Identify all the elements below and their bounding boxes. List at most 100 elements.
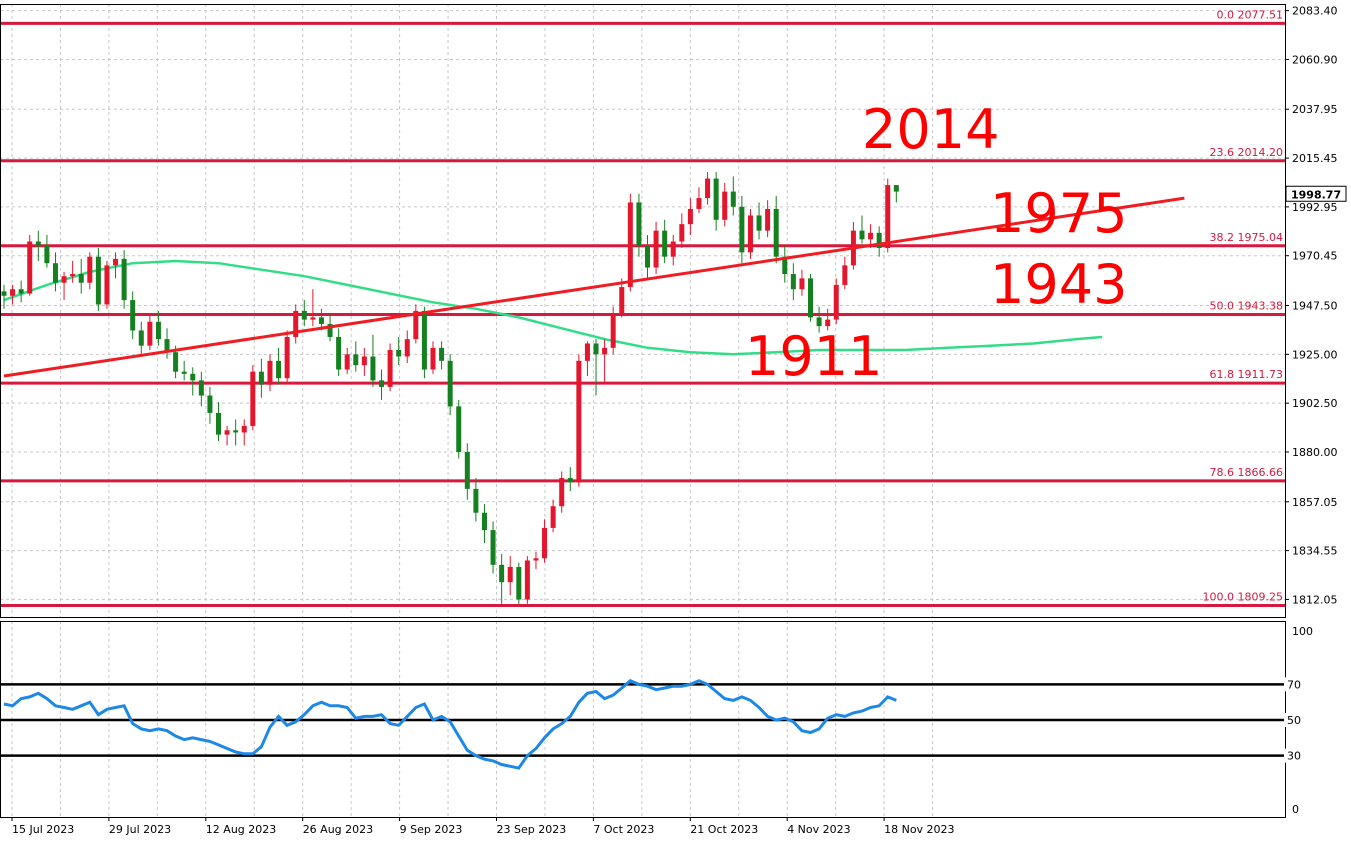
candle	[499, 553, 505, 604]
candle	[859, 215, 865, 244]
rsi-indicator: 70 50 30 100 0	[0, 625, 1313, 816]
candle-body	[130, 300, 136, 331]
candle	[61, 271, 67, 301]
candle-body	[619, 287, 625, 314]
candle-body	[576, 360, 582, 483]
candle	[808, 274, 814, 322]
candle	[516, 562, 522, 604]
candle-body	[396, 349, 402, 357]
candle-body	[87, 256, 93, 283]
candle-body	[52, 263, 58, 283]
candle-body	[490, 530, 496, 565]
current-price-box	[1285, 185, 1347, 202]
candle	[893, 185, 899, 203]
candle	[645, 234, 650, 279]
y-tick-label: 1902.50	[1292, 397, 1338, 410]
candle	[310, 289, 316, 327]
candle-body	[773, 208, 779, 257]
candle	[413, 304, 419, 344]
candle-body	[241, 425, 247, 433]
candle-body	[645, 245, 650, 268]
candle-body	[95, 256, 101, 305]
candle	[507, 556, 513, 596]
y-tick-label: 1947.50	[1292, 300, 1338, 313]
candle-body	[138, 330, 144, 346]
y-tick-label: 1812.05	[1292, 593, 1338, 606]
candle	[181, 360, 187, 381]
candle-body	[859, 230, 865, 240]
fib-level-label: 50.0 1943.38	[1210, 299, 1283, 312]
candle	[138, 321, 144, 355]
candle-body	[705, 178, 711, 199]
y-tick-label: 2083.40	[1292, 5, 1338, 18]
candle-body	[421, 310, 427, 370]
candle-body	[627, 202, 633, 288]
candle	[747, 208, 753, 259]
candle-body	[885, 185, 891, 249]
candle	[78, 258, 84, 294]
candle	[10, 284, 16, 305]
candle	[782, 245, 788, 283]
candle	[95, 248, 101, 311]
moving-average	[3, 259, 1103, 356]
y-tick-label: 2037.95	[1292, 103, 1338, 116]
candle	[104, 261, 110, 309]
y-tick-label: 2015.45	[1292, 152, 1338, 165]
candle	[361, 347, 367, 377]
x-tick-label: 7 Oct 2023	[593, 823, 654, 836]
candle	[481, 504, 487, 544]
candle	[421, 306, 427, 379]
candle	[336, 328, 342, 377]
y-tick-label: 1992.95	[1292, 201, 1338, 214]
candle-body	[756, 215, 762, 231]
candle	[593, 339, 599, 396]
candle-body	[78, 274, 84, 283]
candle	[473, 478, 479, 522]
candle-body	[464, 451, 470, 489]
y-tick-label: 1925.00	[1292, 348, 1338, 361]
candle-body	[250, 371, 256, 426]
candle	[250, 365, 256, 431]
candle	[739, 195, 745, 264]
candle-body	[70, 274, 76, 277]
candle	[190, 367, 196, 396]
candle	[825, 308, 831, 331]
candle-body	[233, 430, 239, 433]
candle	[27, 234, 33, 296]
candle	[396, 336, 402, 366]
candle-body	[447, 360, 453, 407]
price-annotation: 2014	[862, 98, 999, 161]
candle	[584, 341, 590, 377]
candle	[198, 371, 204, 407]
candle-body	[276, 360, 282, 379]
y-tick-label: 1834.55	[1292, 545, 1338, 558]
candle	[18, 280, 24, 303]
x-tick-label: 15 Jul 2023	[12, 823, 74, 836]
candle-body	[27, 241, 33, 294]
fib-level-label: 0.0 2077.51	[1217, 8, 1283, 21]
x-tick-label: 26 Aug 2023	[303, 823, 373, 836]
candle-body	[507, 566, 513, 583]
candle-body	[602, 347, 608, 355]
candle-body	[868, 232, 874, 240]
candle-body	[790, 274, 796, 290]
y-tick-label: 2060.90	[1292, 53, 1338, 66]
candle-body	[687, 208, 693, 225]
y-tick-label: 1857.05	[1292, 496, 1338, 509]
candle-body	[559, 478, 565, 507]
candle-body	[696, 198, 702, 209]
price-panel-frame	[0, 4, 1286, 618]
candle-body	[662, 230, 668, 257]
candle-body	[679, 224, 685, 242]
candle-body	[739, 206, 745, 253]
candle-body	[1, 291, 7, 296]
candle-body	[379, 380, 385, 387]
candle-body	[439, 347, 445, 361]
candle-body	[747, 215, 753, 253]
candle-body	[318, 317, 324, 324]
candle	[387, 343, 393, 392]
candle-body	[301, 310, 307, 320]
moving-average-line	[3, 259, 1103, 356]
annotations: 2014 1975 1943 1911	[745, 98, 1127, 388]
